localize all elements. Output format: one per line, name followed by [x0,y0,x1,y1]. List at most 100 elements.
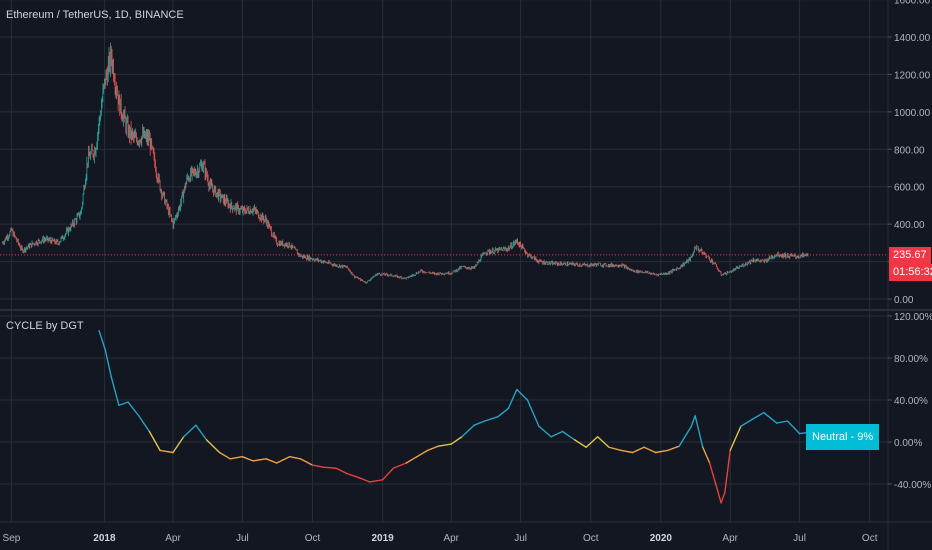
indicator-tick-label: -40.00% [894,480,931,491]
cycle-segment [265,458,278,464]
cycle-segment [358,477,371,483]
cycle-segment [497,407,510,418]
cycle-segment [516,388,529,401]
time-tick-label: Oct [583,533,599,544]
time-tick-label: Oct [305,533,321,544]
time-tick-label: 2020 [650,533,673,544]
cycle-segment [311,464,324,468]
cycle-segment [526,399,540,427]
cycle-segment [654,449,669,454]
time-tick-label: Sep [3,533,21,544]
cycle-segment [596,436,610,448]
price-tick-label: 1400.00 [894,33,931,44]
cycle-segment [118,401,129,406]
cycle-segment [392,462,407,469]
cycle-segment [715,483,722,504]
time-tick-label: Oct [862,533,878,544]
cycle-segment [776,420,789,424]
cycle-segment [252,458,267,462]
cycle-segment [218,451,231,460]
time-tick-label: Apr [165,533,181,544]
indicator-tick-label: 80.00% [894,354,928,365]
cycle-segment [720,491,726,504]
cycle-segment [708,462,717,485]
cycle-segment [426,445,439,452]
cycle-segment [643,446,657,454]
indicator-tick-label: 120.00% [894,312,932,323]
cycle-segment [667,445,680,452]
cycle-segment [288,456,302,460]
price-tick-label: 1600.00 [894,0,931,7]
cycle-segment [550,430,564,438]
cycle-segment [182,424,197,438]
cycle-segment [473,420,486,426]
cycle-segment [110,376,120,406]
cycle-segment [381,467,395,481]
cycle-segment [159,449,174,454]
price-tick-label: 400.00 [894,220,925,231]
cycle-segment [538,425,552,438]
cycle-segment [405,456,418,464]
price-tick-label: 600.00 [894,183,925,194]
price-tick-label: 0.00 [894,295,914,306]
cycle-segment [690,415,696,427]
cycle-segment [620,449,634,454]
cycle-segment [694,415,704,448]
cycle-segment [148,430,161,452]
price-tick-label: 1200.00 [894,70,931,81]
indicator-tick-label: 0.00% [894,438,922,449]
time-tick-label: Apr [443,533,459,544]
cycle-segment [437,443,452,447]
cycle-segment [205,439,221,454]
price-tick-label: 1000.00 [894,108,931,119]
cycle-segment [368,479,384,483]
cycle-segment [585,436,599,448]
cycle-segment [416,449,429,458]
cycle-segment [322,466,337,469]
cycle-segment [172,436,185,454]
time-tick-label: 2018 [93,533,116,544]
cycle-segment [104,348,112,378]
cycle-segment [461,424,475,438]
cycle-segment [608,446,622,452]
cycle-segment [98,330,106,351]
cycle-segment [484,416,499,422]
cycle-segment [507,388,518,410]
cycle-segment [724,449,731,494]
cycle-segment [631,446,645,454]
cycle-segment [752,411,765,420]
price-candles [1,42,809,284]
time-tick-label: Apr [722,533,738,544]
cycle-segment [335,467,348,475]
cycle-status-badge: Neutral - 9% [806,424,880,450]
cycle-segment [138,415,151,433]
cycle-segment [127,401,140,417]
countdown-badge: 01:56:32 [889,264,932,281]
cycle-segment [729,425,742,452]
indicator-tick-label: 40.00% [894,396,928,407]
cycle-segment [561,430,576,441]
cycle-segment [229,456,244,460]
time-tick-label: Jul [793,533,806,544]
cycle-indicator-line [98,330,809,504]
cycle-segment [574,439,587,448]
cycle-segment [275,456,291,464]
cycle-segment [195,424,208,441]
last-price-badge: 235.67 [889,247,931,264]
time-tick-label: 2019 [372,533,395,544]
time-tick-label: Jul [236,533,249,544]
cycle-segment [241,456,254,462]
indicator-title: CYCLE by DGT [6,320,84,332]
price-tick-label: 800.00 [894,145,925,156]
cycle-segment [678,425,693,447]
cycle-segment [740,418,754,427]
cycle-segment [763,411,778,424]
symbol-title: Ethereum / TetherUS, 1D, BINANCE [6,9,184,21]
cycle-segment [450,436,463,445]
cycle-segment [346,472,360,479]
time-tick-label: Jul [514,533,527,544]
cycle-segment [702,446,711,464]
cycle-segment [786,420,801,435]
